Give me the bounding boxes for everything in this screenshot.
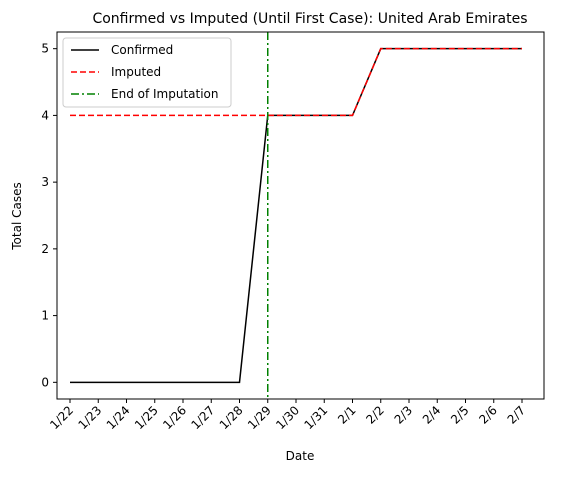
legend-label: Imputed [111,65,161,79]
x-tick-label: 2/2 [363,403,387,427]
y-axis-label: Total Cases [10,182,24,250]
legend-label: End of Imputation [111,87,219,101]
x-tick-label: 2/1 [335,403,359,427]
x-tick-label: 2/3 [392,403,416,427]
plot-area [70,32,522,399]
y-tick-label: 1 [41,309,49,323]
x-tick-label: 1/25 [132,403,161,432]
y-tick-label: 5 [41,42,49,56]
x-tick-label: 1/22 [47,403,76,432]
y-tick-label: 2 [41,242,49,256]
plot-frame [56,31,545,400]
legend-box [62,37,232,108]
x-tick-label: 1/31 [301,403,330,432]
series-line-imputed [70,47,522,117]
x-tick-label: 2/5 [448,403,472,427]
legend-label: Confirmed [111,43,173,57]
x-tick-label: 2/7 [505,403,529,427]
x-tick-label: 1/27 [188,403,217,432]
chart-title: Confirmed vs Imputed (Until First Case):… [92,11,527,27]
y-tick-label: 0 [41,375,49,389]
x-tick-label: 1/24 [104,403,133,432]
x-tick-label: 1/28 [217,403,246,432]
x-tick-label: 2/6 [476,403,500,427]
x-tick-label: 1/26 [160,403,189,432]
x-tick-label: 2/4 [420,403,444,427]
x-tick-label: 1/30 [273,403,302,432]
y-tick-label: 3 [41,175,49,189]
x-tick-label: 1/23 [75,403,104,432]
x-axis-label: Date [286,449,315,463]
y-tick-label: 4 [41,108,49,122]
legend: Confirmed Imputed End of Imputation [62,37,232,108]
x-tick-label: 1/29 [245,403,274,432]
